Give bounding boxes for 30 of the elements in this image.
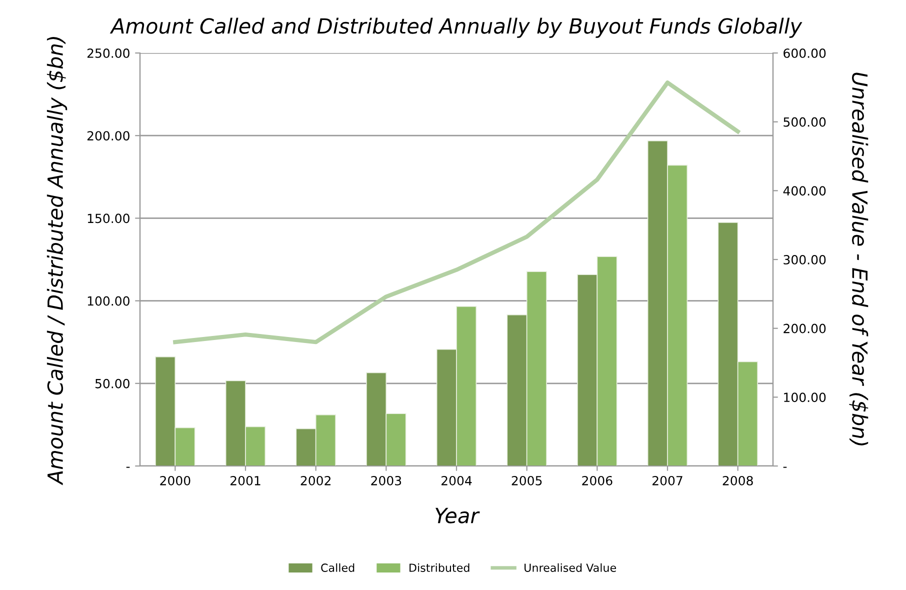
y-tick-label: 200.00: [87, 131, 130, 141]
y-tick-label: 250.00: [87, 48, 130, 58]
legend-label: Unrealised Value: [524, 563, 616, 572]
y-tick-label: 100.00: [88, 296, 130, 306]
chart-title: Amount Called and Distributed Annually by Buyout Funds Globally: [110, 18, 802, 38]
x-axis-title: Year: [436, 508, 480, 524]
y2-axis-title: Unrealised Value - End of Year ($bn): [849, 72, 868, 446]
x-tick-label: 2005: [512, 476, 542, 486]
legend-label: Called: [321, 563, 354, 572]
line-series: [173, 80, 740, 344]
y2-tick-label: 400.00: [783, 186, 826, 196]
y-axis-title: Amount Called / Distributed Annually ($bn): [46, 36, 68, 486]
y2-tick-label: -: [783, 466, 787, 468]
y-tick-label: 50.00: [95, 378, 130, 388]
y-tick-label: 150.00: [88, 214, 130, 224]
legend-label: Distributed: [410, 563, 470, 572]
y2-tick-label: 100.00: [784, 392, 826, 402]
x-tick-label: 2001: [230, 476, 260, 486]
x-tick-label: 2007: [652, 476, 682, 486]
y2-tick-label: 300.00: [784, 254, 826, 264]
y2-tick-label: 500.00: [784, 117, 826, 127]
x-tick-label: 2008: [722, 476, 753, 486]
x-tick-label: 2003: [371, 476, 402, 486]
x-tick-label: 2006: [582, 476, 612, 486]
y-tick-label: -: [126, 466, 130, 468]
x-tick-label: 2002: [300, 476, 330, 486]
y2-tick-label: 200.00: [784, 324, 826, 334]
x-tick-label: 2004: [442, 476, 472, 486]
y2-tick-label: 600.00: [784, 48, 826, 58]
x-tick-label: 2000: [160, 476, 190, 486]
